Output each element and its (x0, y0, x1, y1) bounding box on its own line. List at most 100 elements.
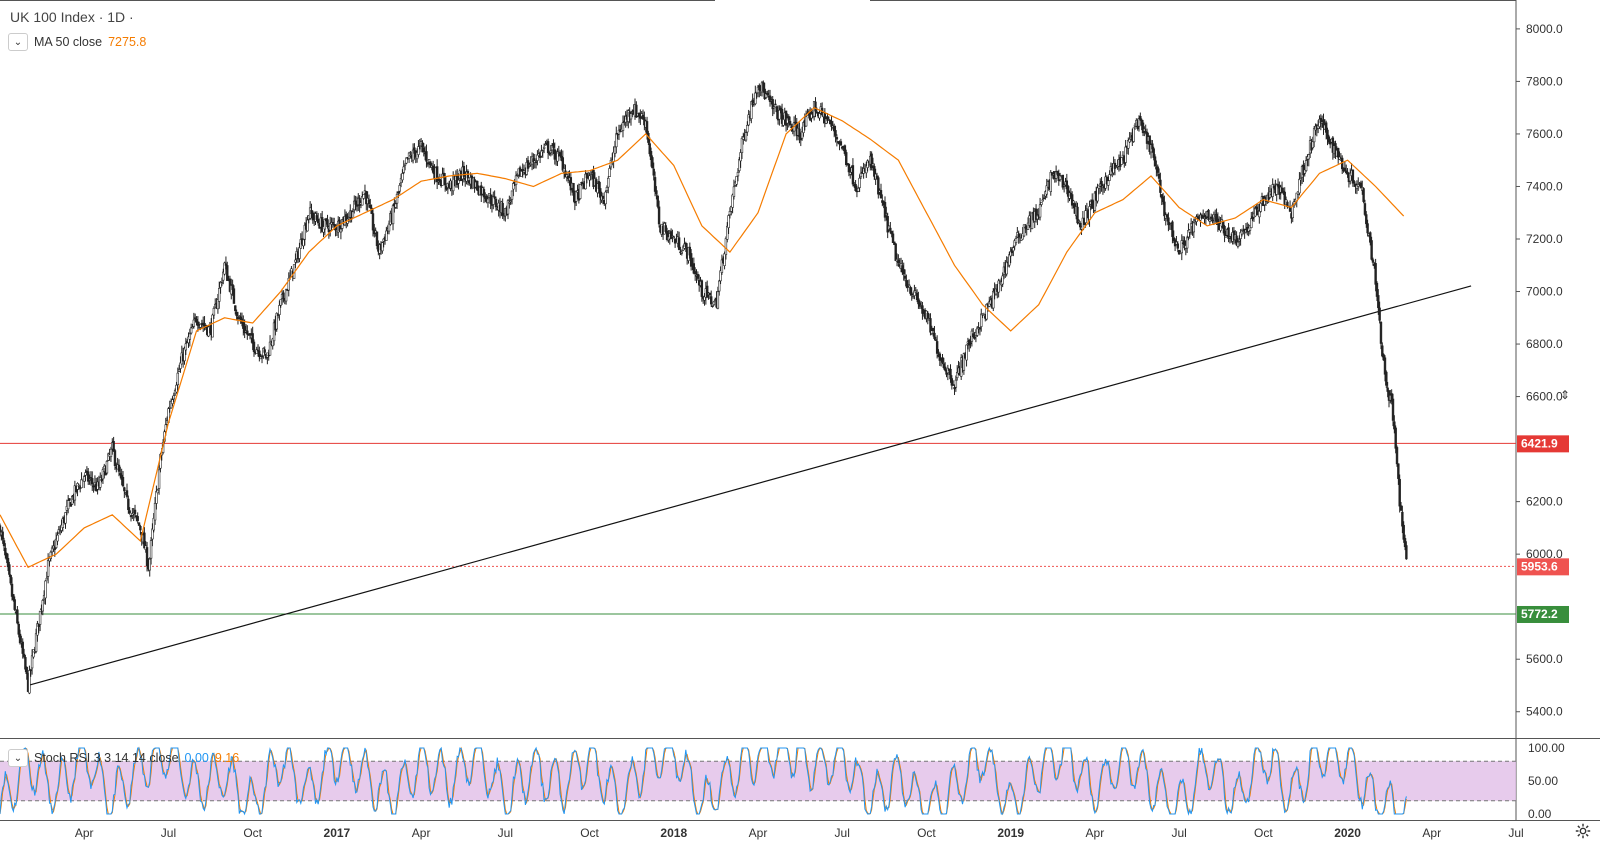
candle-body (123, 487, 126, 492)
candle-body (1378, 307, 1381, 321)
candle-body (145, 547, 149, 567)
candle-body (941, 357, 944, 363)
candle-body (1163, 201, 1166, 217)
time-tick-label: Apr (75, 826, 94, 840)
candle-body (25, 666, 28, 675)
candle-body (1370, 240, 1373, 260)
candle-body (845, 152, 848, 166)
candle-body (560, 155, 563, 158)
candle-body (188, 333, 192, 340)
candle-body (885, 213, 888, 216)
candle-body (1381, 345, 1384, 357)
candle-body (601, 195, 605, 199)
candle-body (1005, 261, 1008, 275)
candle-body (708, 292, 712, 295)
candle-body (558, 152, 562, 157)
candle-body (561, 157, 565, 171)
candle-body (189, 327, 193, 334)
candle-body (973, 336, 976, 339)
candle-body (1042, 197, 1046, 200)
candle-body (22, 653, 26, 657)
candle-body (637, 112, 641, 117)
candle-body (509, 200, 512, 203)
candle-body (402, 166, 405, 173)
candle-body (1132, 127, 1135, 142)
candle-body (1405, 545, 1408, 560)
candle-body (879, 190, 883, 199)
candle-body (891, 233, 895, 244)
candle-body (1038, 204, 1042, 218)
candle-body (157, 469, 161, 489)
candle-body (246, 330, 249, 335)
candle-body (744, 132, 748, 141)
candle-body (4, 547, 7, 556)
candle-body (369, 204, 372, 208)
candle-body (1124, 146, 1127, 163)
candle-body (1375, 282, 1379, 297)
candle-body (604, 191, 607, 205)
candle-body (441, 173, 444, 186)
candle-body (843, 145, 847, 154)
candle-body (871, 163, 875, 166)
candle-body (1395, 447, 1399, 465)
candle-body (45, 577, 48, 581)
candle-body (196, 321, 200, 326)
collapse-chevron-icon[interactable]: ⌄ (8, 33, 28, 51)
candle-body (938, 353, 942, 361)
candle-body (997, 280, 1000, 293)
candle-body (514, 175, 518, 185)
candle-body (985, 303, 988, 320)
candle-body (1127, 139, 1130, 149)
candle-body (1271, 184, 1274, 197)
candle-body (935, 341, 939, 354)
candle-body (541, 150, 544, 152)
candle-body (1137, 118, 1141, 127)
candle-body (1326, 129, 1329, 139)
candle-body (1224, 235, 1228, 238)
candle-body (422, 147, 425, 153)
settings-gear-icon[interactable] (1574, 822, 1592, 840)
candle-body (1394, 427, 1397, 449)
candle-body (10, 583, 14, 597)
price-tick-label: 7400.0 (1526, 179, 1563, 193)
candle-body (316, 218, 320, 224)
time-tick-label: 2019 (997, 826, 1024, 840)
candle-body (12, 594, 15, 600)
level-tag (1517, 605, 1569, 623)
candle-body (80, 479, 83, 489)
candle-body (1161, 196, 1165, 203)
time-tick-label: Apr (1086, 826, 1105, 840)
candle-body (978, 327, 982, 330)
candle-body (381, 242, 384, 252)
candle-body (385, 230, 388, 241)
level-tag-label: 6421.9 (1521, 436, 1558, 450)
candle-body (969, 342, 972, 345)
ma-label: MA 50 close (34, 35, 103, 49)
candle-body (401, 173, 404, 181)
candle-body (720, 259, 724, 273)
candle-body (1258, 210, 1261, 218)
candle-body (934, 339, 938, 341)
candle-body (897, 259, 900, 263)
candle-body (278, 305, 281, 315)
candle-body (1362, 188, 1365, 202)
candle-body (1391, 398, 1395, 421)
candle-body (684, 242, 688, 247)
time-tick-label: Oct (917, 826, 936, 840)
candle-body (774, 103, 777, 106)
candle-body (1153, 156, 1157, 167)
level-tag-label: 5772.2 (1521, 607, 1558, 621)
candle-body (738, 159, 741, 171)
candle-body (635, 104, 638, 118)
stoch-tick-label: 0.00 (1528, 807, 1552, 821)
candle-body (1017, 233, 1020, 238)
candle-body (1399, 505, 1403, 511)
candle-body (193, 317, 197, 320)
collapse-chevron-icon[interactable]: ⌄ (8, 749, 28, 767)
candle-body (1, 531, 4, 540)
candle-body (235, 311, 238, 317)
candle-body (21, 641, 24, 654)
candle-body (1351, 169, 1355, 184)
candle-body (171, 399, 174, 404)
